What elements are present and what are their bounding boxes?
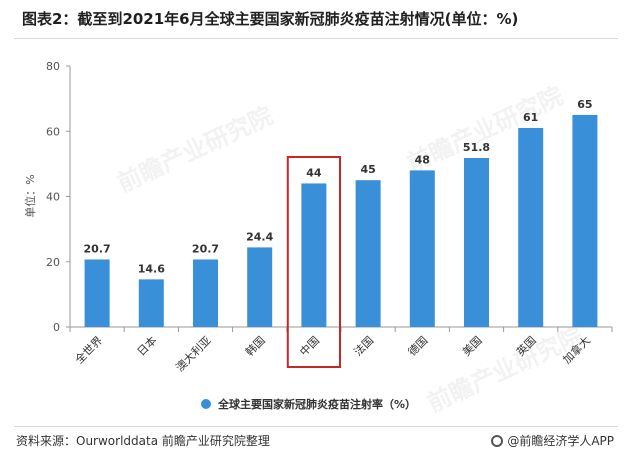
y-tick-label: 20 [46, 256, 60, 269]
brand-credit: @前瞻经济学人APP [491, 432, 614, 449]
chart-title: 图表2：截至到2021年6月全球主要国家新冠肺炎疫苗注射情况(单位：%) [22, 10, 519, 28]
data-label: 45 [360, 163, 375, 176]
x-tick-labels: 全世界 日本 澳大利亚 韩国 中国 法国 德国 美国 英国 加拿大 [72, 333, 593, 374]
data-label: 48 [415, 153, 430, 166]
x-tick-label: 韩国 [242, 333, 267, 358]
x-tick-label: 全世界 [72, 333, 105, 366]
legend-label: 全球主要国家新冠肺炎疫苗注射率（%） [217, 397, 416, 411]
data-label: 20.7 [192, 242, 219, 255]
legend-marker [201, 399, 211, 409]
bar [355, 180, 381, 327]
bar [247, 247, 273, 327]
x-tick-label: 英国 [513, 333, 538, 358]
bar [301, 183, 327, 327]
y-tick-label: 40 [46, 191, 60, 204]
x-tick-label: 美国 [460, 334, 485, 359]
bar [518, 127, 544, 327]
y-tick-label: 0 [53, 321, 60, 334]
data-labels: 20.7 14.6 20.7 24.4 44 45 48 51.8 61 65 [84, 98, 593, 275]
x-tick-label: 法国 [351, 333, 376, 358]
data-label: 61 [523, 111, 538, 124]
data-label: 65 [577, 98, 592, 111]
bar [84, 259, 110, 327]
y-tick-label: 80 [46, 60, 60, 73]
highlight-box [286, 156, 341, 368]
data-label: 44 [306, 166, 322, 179]
bar [193, 259, 218, 327]
bar [464, 158, 489, 327]
data-label: 20.7 [84, 242, 111, 255]
x-tick-label: 中国 [297, 334, 322, 359]
bar [572, 114, 598, 327]
x-tick-label: 德国 [405, 333, 430, 358]
bar [409, 170, 435, 327]
bars [84, 114, 598, 368]
data-label: 14.6 [138, 262, 165, 275]
title-divider [14, 38, 618, 39]
x-tick-label: 日本 [134, 333, 159, 358]
source-note: 资料来源：Ourworlddata 前瞻产业研究院整理 [16, 434, 270, 448]
legend: 全球主要国家新冠肺炎疫苗注射率（%） [201, 397, 416, 411]
brand-text: @前瞻经济学人APP [507, 434, 614, 448]
brand-logo-icon [491, 434, 504, 447]
data-label: 24.4 [246, 230, 273, 243]
y-tick-label: 60 [46, 125, 60, 138]
bar [138, 279, 164, 327]
y-axis-label: 单位：% [23, 174, 37, 217]
footer-divider [14, 426, 618, 427]
x-tick-label: 澳大利亚 [173, 333, 214, 374]
x-tick-label: 加拿大 [560, 333, 593, 366]
data-label: 51.8 [463, 141, 490, 154]
